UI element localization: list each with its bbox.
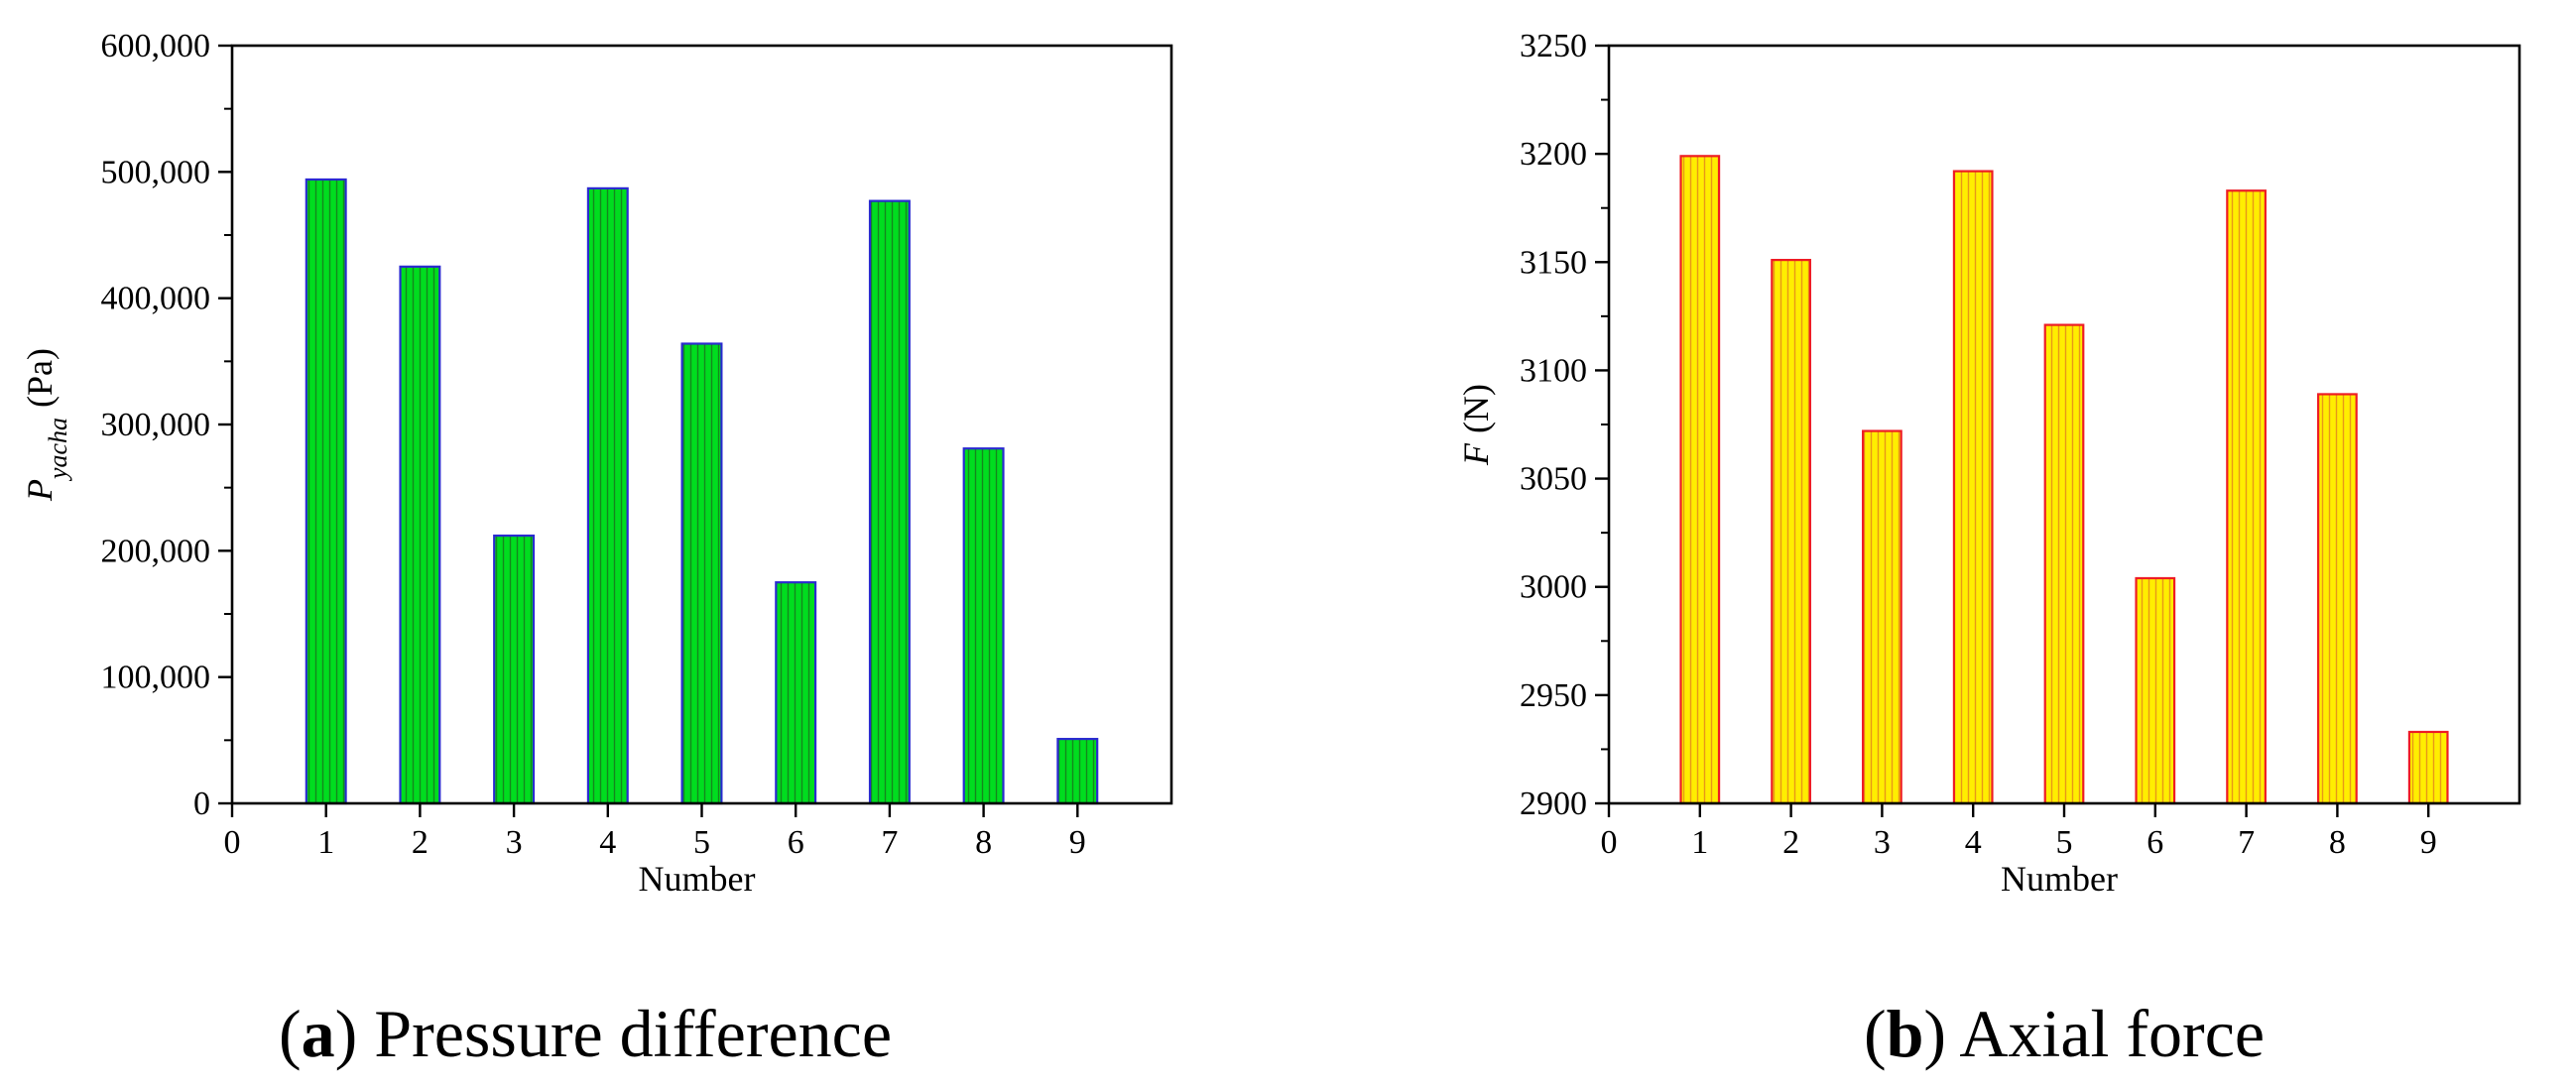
bar-7 [868, 199, 911, 805]
bar-4 [1952, 170, 1994, 805]
x-tick-label: 3 [506, 824, 523, 861]
panel-caption: (b) Axial force [1864, 996, 2265, 1071]
bar-1 [1679, 155, 1721, 805]
x-tick-label: 0 [1601, 824, 1618, 861]
bar-8 [2317, 393, 2358, 805]
x-tick-label: 1 [317, 824, 334, 861]
x-tick-label: 5 [693, 824, 710, 861]
y-tick-label: 3150 [1520, 244, 1587, 281]
y-tick-label: 2950 [1520, 677, 1587, 714]
y-tick-label: 200,000 [101, 533, 211, 569]
panel-caption-text: Pressure difference [374, 996, 892, 1071]
bar-5 [680, 342, 723, 805]
bar-3 [1862, 429, 1902, 805]
y-tick-label: 3050 [1520, 461, 1587, 498]
y-tick-label: 400,000 [101, 281, 211, 317]
bar-2 [399, 265, 441, 805]
y-tick-label: 0 [193, 786, 210, 822]
x-tick-label: 7 [2238, 824, 2255, 861]
x-axis-label: Number [2001, 859, 2118, 899]
x-tick-label: 8 [975, 824, 992, 861]
bar-9 [1056, 737, 1099, 805]
bar-7 [2226, 189, 2267, 805]
y-tick-label: 3000 [1520, 569, 1587, 606]
x-tick-label: 3 [1874, 824, 1891, 861]
y-tick-label: 3250 [1520, 28, 1587, 64]
y-tick-label: 100,000 [101, 660, 211, 696]
y-axis-subscript: yacha [44, 418, 72, 482]
y-axis-label: Pyacha (Pa) [20, 348, 72, 502]
bar-6 [2135, 576, 2176, 805]
bar-5 [2043, 323, 2085, 805]
bar-8 [962, 447, 1005, 805]
y-tick-label: 600,000 [101, 28, 211, 64]
y-axis-variable: P [20, 479, 60, 502]
panel-letter: b [1887, 996, 1924, 1071]
bar-6 [775, 581, 817, 805]
bar-4 [586, 186, 629, 805]
x-tick-label: 5 [2056, 824, 2073, 861]
y-tick-label: 2900 [1520, 786, 1587, 822]
x-tick-label: 4 [599, 824, 616, 861]
x-tick-label: 6 [2147, 824, 2163, 861]
x-tick-label: 9 [2420, 824, 2437, 861]
y-tick-label: 500,000 [101, 154, 211, 190]
y-axis-unit: (N) [1456, 384, 1496, 433]
panel-letter: a [302, 996, 335, 1071]
y-axis-variable: F [1456, 442, 1496, 466]
bar-2 [1771, 259, 1811, 805]
y-axis-unit: (Pa) [20, 348, 60, 408]
y-tick-label: 300,000 [101, 407, 211, 443]
x-tick-label: 7 [881, 824, 898, 861]
y-axis-label: F (N) [1456, 384, 1496, 466]
bar-3 [493, 534, 536, 805]
x-axis-label: Number [639, 859, 756, 899]
x-tick-label: 4 [1965, 824, 1982, 861]
x-tick-label: 0 [224, 824, 241, 861]
bar-1 [305, 178, 347, 805]
y-tick-label: 3200 [1520, 136, 1587, 173]
bar-9 [2407, 730, 2449, 805]
x-tick-label: 2 [412, 824, 429, 861]
x-tick-label: 2 [1782, 824, 1799, 861]
x-tick-label: 6 [788, 824, 804, 861]
y-tick-label: 3100 [1520, 352, 1587, 389]
chart-panel-pressure-difference: 0 100,000 200,000 300,000 400,000 500,000 600,… [20, 28, 1173, 1071]
x-tick-label: 9 [1069, 824, 1086, 861]
panel-caption: (a) Pressure difference [279, 996, 892, 1071]
x-tick-label: 1 [1691, 824, 1708, 861]
x-tick-label: 8 [2329, 824, 2346, 861]
panel-caption-text: Axial force [1959, 996, 2265, 1071]
chart-panel-axial-force: 2900 2950 3000 3050 3100 3150 3200 3250 0 1 2 3 4 5 6 7… [1456, 28, 2521, 1071]
